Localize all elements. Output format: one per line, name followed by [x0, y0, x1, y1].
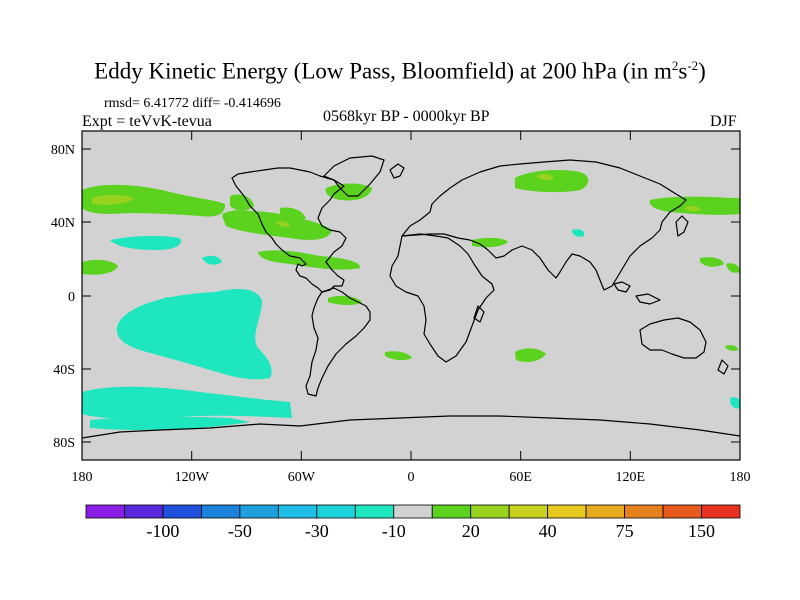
madagascar-coast: [473, 305, 485, 323]
lat-label-40s: 40S: [53, 363, 75, 378]
strong-positive-regions: [92, 173, 700, 227]
colorbar-label: 40: [539, 521, 557, 541]
colorbar-label: -100: [146, 521, 179, 541]
colorbar-label: -50: [228, 521, 252, 541]
lon-label-120w: 120W: [175, 470, 210, 485]
colorbar-label: 150: [688, 521, 715, 541]
pacific-east-green: [700, 257, 724, 267]
south-pacific-region: [116, 289, 272, 380]
siberia-yellowgreen: [536, 173, 554, 181]
scandinavia-coast: [389, 163, 405, 179]
southern-ocean-band-lower: [90, 416, 250, 430]
colorbar-swatch: [277, 504, 318, 519]
latitude-labels: 80N 40N 0 40S 80S: [51, 143, 75, 451]
colorbar-swatch: [393, 504, 433, 519]
southern-ocean-band: [82, 386, 292, 419]
longitude-labels: 180 120W 60W 0 60E 120E 180: [72, 470, 751, 485]
greenland-coast: [323, 155, 385, 197]
canada-green: [230, 194, 254, 211]
island-coast-2: [635, 293, 661, 305]
pacific-east-yellowgreen: [684, 205, 700, 212]
colorbar-swatch: [162, 504, 202, 519]
lon-label-120e: 120E: [616, 470, 646, 485]
greenland-green: [325, 183, 372, 201]
colorbar-swatch: [239, 504, 279, 519]
tasman-green: [725, 345, 738, 351]
indian-ocean-green: [515, 348, 546, 362]
pacific-patch: [160, 297, 177, 308]
colorbar-swatch: [124, 504, 164, 519]
atlantic-green-band: [258, 250, 361, 270]
east-edge-cyan: [730, 397, 740, 409]
colorbar-label: -10: [382, 521, 406, 541]
lat-label-80n: 80N: [51, 143, 75, 158]
colorbar-swatch: [201, 504, 241, 519]
lon-label-180w: 180: [72, 470, 93, 485]
lon-label-60w: 60W: [288, 470, 316, 485]
south-america-coast: [305, 287, 371, 397]
colorbar-swatch: [624, 504, 664, 519]
stats-text: rmsd= 6.41772 diff= -0.414696: [104, 96, 281, 111]
coastlines: [82, 155, 740, 439]
siberia-green: [515, 170, 589, 193]
new-zealand-coast: [717, 359, 729, 375]
africa-coast: [389, 233, 495, 363]
experiment-label: Expt = teVvK-tevua: [82, 113, 212, 130]
island-coast-1: [613, 281, 631, 293]
season-label: DJF: [710, 113, 737, 130]
colorbar-swatch: [316, 504, 356, 519]
lat-label-40n: 40N: [51, 216, 75, 231]
colorbar-swatch: [508, 504, 549, 519]
colorbar-swatch: [431, 504, 472, 519]
antarctica-coast: [82, 415, 740, 439]
lat-label-80s: 80S: [53, 436, 75, 451]
negative-anomaly-regions: [82, 229, 740, 430]
pacific-green-west: [82, 259, 118, 275]
colorbar-swatch: [354, 504, 395, 519]
colorbar-swatch: [470, 504, 510, 519]
colorbar-label: 20: [462, 521, 480, 541]
colorbar-swatch: [701, 504, 741, 519]
colorbar-swatch: [547, 504, 587, 519]
north-pacific-green: [82, 184, 226, 217]
anomaly-fields: [82, 155, 740, 439]
colorbar-label: -30: [305, 521, 329, 541]
lon-label-0: 0: [408, 470, 415, 485]
lat-label-0: 0: [68, 290, 75, 305]
pacific-cyan-small: [202, 255, 222, 265]
canada-green-3: [222, 210, 268, 224]
australia-coast: [639, 317, 707, 359]
japan-coast: [675, 215, 689, 237]
pacific-yellowgreen: [92, 195, 134, 205]
colorbar-swatch: [85, 504, 125, 519]
axis-ticks: [81, 131, 741, 460]
north-pacific-cyan: [110, 235, 182, 250]
colorbar-swatch: [662, 504, 702, 519]
period-label: 0568kyr BP - 0000kyr BP: [323, 108, 490, 125]
plot-title: Eddy Kinetic Energy (Low Pass, Bloomfiel…: [94, 58, 706, 84]
colorbar: -100 -50 -30 -10 20 40 75 150: [85, 504, 741, 541]
atlantic-south-green: [385, 351, 412, 361]
colorbar-swatch: [585, 504, 625, 519]
lon-label-60e: 60E: [509, 470, 532, 485]
colorbar-label: 75: [616, 521, 634, 541]
asia-cyan-small: [572, 229, 585, 237]
lon-label-180e: 180: [730, 470, 751, 485]
east-edge-green: [726, 263, 740, 273]
atlantic-yellowgreen: [276, 221, 290, 227]
eurasia-coast: [401, 159, 687, 291]
brazil-green: [328, 295, 362, 305]
